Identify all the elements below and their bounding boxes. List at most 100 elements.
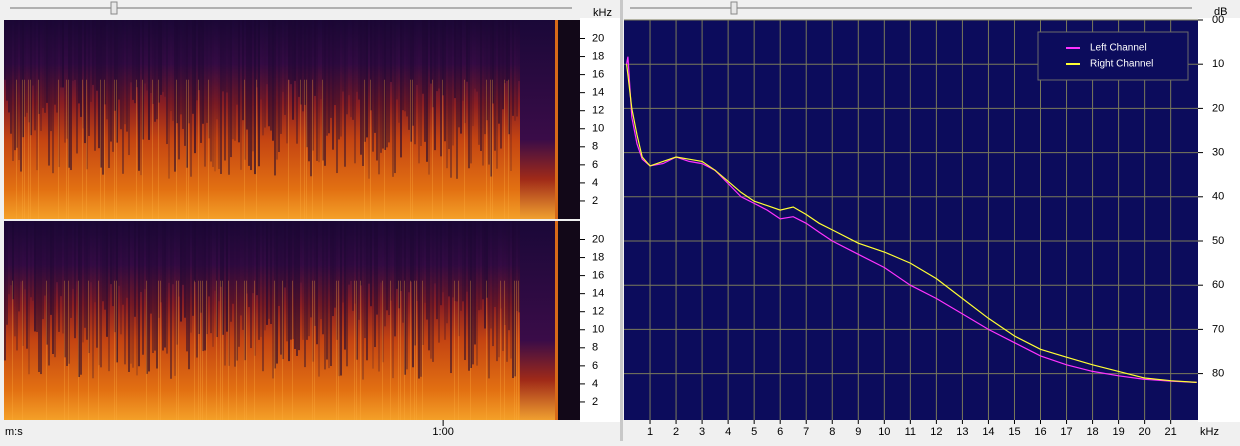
y-tick-label: 00 — [1212, 14, 1224, 26]
texture — [52, 221, 54, 355]
texture — [128, 20, 130, 156]
texture — [352, 20, 354, 120]
texture — [220, 20, 222, 174]
texture — [14, 20, 16, 151]
texture — [126, 20, 128, 132]
slider-thumb[interactable] — [110, 1, 118, 15]
texture — [126, 221, 128, 298]
texture — [92, 20, 94, 85]
y-tick-label: 18 — [592, 251, 604, 263]
texture — [304, 79, 305, 219]
texture — [194, 280, 195, 420]
texture — [76, 20, 78, 154]
texture — [200, 20, 202, 143]
texture — [420, 221, 422, 377]
x-tick-label: 11 — [905, 426, 916, 438]
texture — [98, 221, 100, 366]
x-tick-label: 19 — [1112, 426, 1124, 438]
texture — [202, 280, 203, 420]
texture — [24, 221, 26, 290]
texture — [344, 20, 346, 167]
texture — [360, 221, 362, 286]
texture — [282, 221, 284, 360]
texture — [474, 20, 476, 89]
texture — [166, 20, 168, 145]
texture — [94, 221, 96, 303]
texture — [376, 20, 378, 161]
texture — [230, 20, 232, 158]
splitter[interactable] — [620, 0, 623, 441]
texture — [408, 20, 410, 130]
texture — [180, 221, 182, 322]
texture — [306, 79, 307, 219]
texture — [276, 221, 278, 364]
texture — [416, 221, 418, 301]
y-tick-label: 18 — [592, 50, 604, 62]
texture — [36, 20, 38, 171]
texture — [328, 20, 330, 134]
texture — [362, 221, 364, 380]
texture — [302, 221, 304, 340]
texture — [12, 221, 14, 300]
texture — [316, 20, 318, 161]
texture — [66, 20, 68, 139]
texture — [370, 221, 372, 307]
texture — [68, 221, 70, 364]
texture — [246, 20, 248, 130]
texture — [16, 221, 18, 351]
texture — [140, 20, 142, 176]
texture — [478, 221, 480, 311]
texture — [30, 20, 32, 136]
x-tick-label: 17 — [1060, 426, 1072, 438]
texture — [244, 79, 245, 219]
texture — [212, 20, 214, 167]
texture — [432, 221, 434, 362]
texture — [12, 280, 13, 420]
texture — [220, 280, 221, 420]
texture — [114, 280, 115, 420]
texture — [256, 20, 258, 88]
texture — [342, 221, 344, 303]
texture — [272, 20, 274, 141]
texture — [270, 20, 272, 131]
texture — [298, 221, 300, 351]
texture — [514, 221, 516, 377]
texture — [78, 20, 80, 104]
texture — [38, 221, 40, 372]
texture — [134, 20, 136, 104]
texture — [508, 20, 510, 135]
texture — [318, 221, 320, 377]
texture — [370, 79, 371, 219]
texture — [220, 221, 222, 287]
y-tick-label: 6 — [592, 159, 598, 171]
texture — [448, 20, 450, 150]
texture — [484, 20, 486, 135]
texture — [86, 20, 88, 170]
y-tick-label: 8 — [592, 342, 598, 354]
slider-thumb[interactable] — [730, 1, 738, 15]
texture — [254, 20, 256, 175]
texture — [416, 20, 418, 85]
texture — [240, 20, 242, 170]
texture — [510, 221, 512, 359]
texture — [498, 221, 500, 358]
texture — [380, 20, 382, 153]
texture — [54, 20, 56, 105]
texture — [136, 221, 138, 376]
texture — [50, 221, 52, 315]
texture — [60, 20, 62, 88]
texture — [200, 280, 201, 420]
y-tick-label: 2 — [592, 396, 598, 408]
texture — [130, 20, 132, 83]
texture — [366, 221, 368, 361]
texture — [466, 20, 468, 82]
texture — [274, 280, 275, 420]
x-tick-label: 4 — [725, 426, 731, 438]
khz-unit: kHz — [1200, 426, 1219, 438]
texture — [174, 20, 176, 172]
texture — [336, 20, 338, 174]
texture — [382, 221, 384, 363]
texture — [386, 221, 388, 311]
texture — [316, 221, 318, 345]
texture — [182, 221, 184, 285]
